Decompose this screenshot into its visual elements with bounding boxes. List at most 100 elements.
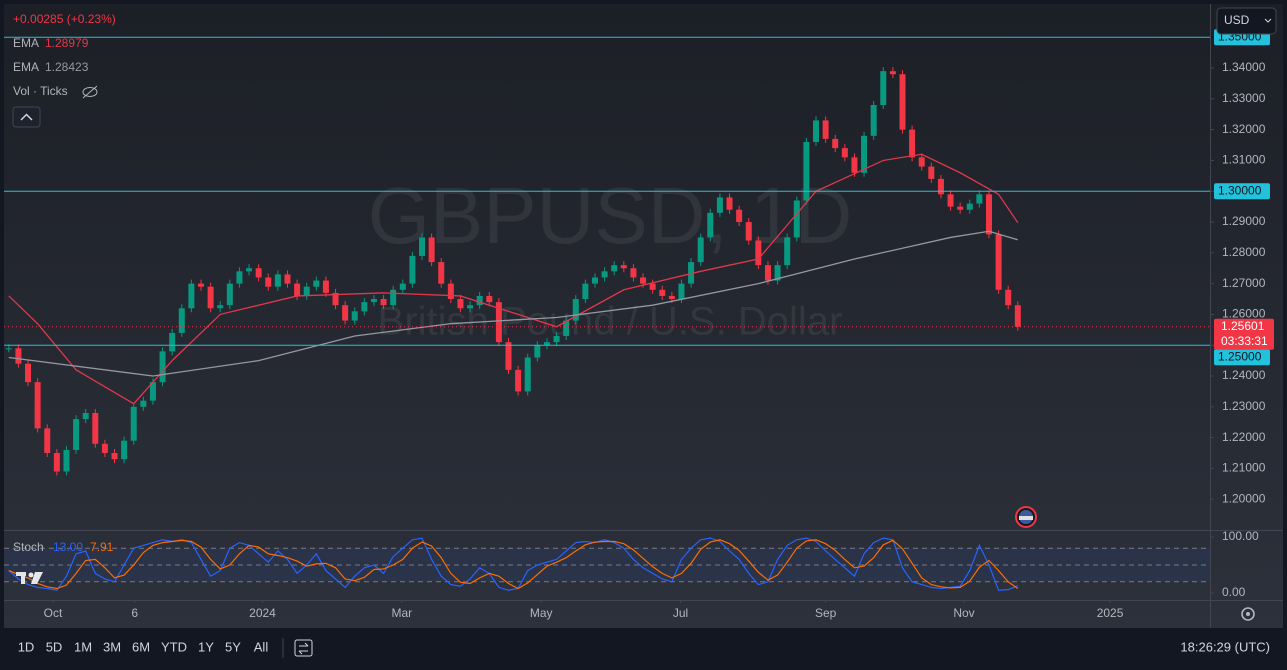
- range-button[interactable]: 1D: [18, 639, 35, 654]
- hide-icon[interactable]: [82, 85, 98, 99]
- stoch-title: Stoch: [13, 540, 44, 554]
- range-button[interactable]: All: [254, 639, 269, 654]
- range-button[interactable]: YTD: [161, 639, 187, 654]
- candle: [572, 299, 579, 321]
- price-change: +0.00285 (+0.23%): [13, 12, 116, 26]
- y-tick-label: 1.33000: [1222, 91, 1266, 105]
- current-price-box: [1214, 318, 1274, 350]
- x-tick-label: Sep: [815, 606, 837, 620]
- candle: [313, 280, 320, 287]
- logo-stem: [21, 572, 25, 584]
- candle: [524, 357, 531, 392]
- range-button[interactable]: 6M: [132, 639, 150, 654]
- legend-name: EMA: [13, 60, 39, 74]
- candle: [82, 412, 89, 420]
- candle: [140, 400, 147, 407]
- candle: [447, 283, 454, 300]
- candle: [1005, 289, 1012, 306]
- candle: [284, 274, 291, 284]
- stoch-tick-label: 0.00: [1222, 585, 1246, 599]
- y-tick-label: 1.32000: [1222, 122, 1266, 136]
- range-buttons: 1D 5D 1M 3M 6M YTD 1Y 5Y All: [18, 639, 269, 654]
- candle: [5, 348, 12, 350]
- y-tick-label: 1.20000: [1222, 491, 1266, 505]
- range-button[interactable]: 5Y: [225, 639, 241, 654]
- level-label: 1.25000: [1218, 349, 1262, 363]
- candle: [505, 342, 512, 370]
- range-button[interactable]: 1M: [74, 639, 92, 654]
- range-button[interactable]: 3M: [103, 639, 121, 654]
- candle: [111, 453, 118, 460]
- candle: [716, 197, 723, 213]
- candle: [121, 440, 128, 460]
- range-button[interactable]: 5D: [46, 639, 63, 654]
- candle: [53, 453, 60, 472]
- logo-slash: [31, 572, 43, 584]
- candle: [620, 265, 627, 269]
- chart-background: [4, 4, 1283, 628]
- candle: [976, 194, 983, 204]
- candle: [255, 268, 262, 278]
- candle: [73, 419, 80, 450]
- candle: [303, 286, 310, 296]
- collapse-icon: [20, 113, 33, 121]
- axes: 1.20000 1.21000 1.22000 1.23000 1.24000 1.250…: [44, 29, 1274, 620]
- current-price-label: 1.25601: [1221, 319, 1265, 333]
- y-tick-label: 1.26000: [1222, 307, 1266, 321]
- collapse-button[interactable]: [12, 106, 41, 128]
- candle: [659, 289, 666, 296]
- ema-line: [8, 230, 1018, 377]
- flag-stripe: [1019, 516, 1033, 520]
- candle: [832, 138, 839, 149]
- candle: [294, 283, 301, 296]
- stoch-d-value: 7.91: [90, 540, 114, 554]
- candle: [486, 295, 493, 303]
- compare-icon[interactable]: [294, 639, 313, 657]
- candle: [764, 265, 771, 281]
- candle: [178, 308, 185, 333]
- candle: [870, 105, 877, 136]
- candle: [688, 262, 695, 284]
- price-plot: [4, 36, 1210, 476]
- candle: [25, 363, 32, 383]
- range-button[interactable]: 1Y: [198, 639, 214, 654]
- eye-slash: [82, 85, 98, 99]
- y-tick-label: 1.34000: [1222, 60, 1266, 74]
- candle: [947, 194, 954, 207]
- y-tick-label: 1.24000: [1222, 368, 1266, 382]
- candle: [515, 369, 522, 392]
- candle: [169, 332, 176, 352]
- candle: [745, 222, 752, 241]
- candle: [15, 348, 22, 364]
- watermark-description: British Pound / U.S. Dollar: [378, 300, 843, 344]
- candle: [726, 197, 733, 210]
- candle: [495, 302, 502, 343]
- logo-dot: [28, 572, 34, 578]
- candle: [601, 271, 608, 278]
- y-tick-label: 1.23000: [1222, 399, 1266, 413]
- candle: [591, 277, 598, 284]
- candle: [226, 283, 233, 306]
- legend-value: 1.28423: [45, 60, 89, 74]
- candle: [351, 311, 358, 321]
- settings-icon[interactable]: [1241, 607, 1255, 621]
- event-flag[interactable]: [1015, 506, 1037, 528]
- candle: [582, 283, 589, 300]
- candle: [784, 237, 791, 266]
- compare-arrows: [298, 642, 309, 655]
- candle: [553, 335, 560, 343]
- x-tick-label: Jul: [673, 606, 688, 620]
- candle: [390, 289, 397, 306]
- candle: [899, 74, 906, 130]
- candle: [707, 212, 714, 238]
- candle: [822, 120, 829, 139]
- currency-button[interactable]: [1216, 7, 1277, 35]
- candle: [44, 428, 51, 454]
- candle: [409, 255, 416, 284]
- ema-line: [8, 153, 1019, 405]
- candle: [563, 320, 570, 336]
- x-tick-label: Oct: [44, 606, 63, 620]
- currency-label: USD: [1224, 13, 1250, 27]
- candle: [697, 237, 704, 263]
